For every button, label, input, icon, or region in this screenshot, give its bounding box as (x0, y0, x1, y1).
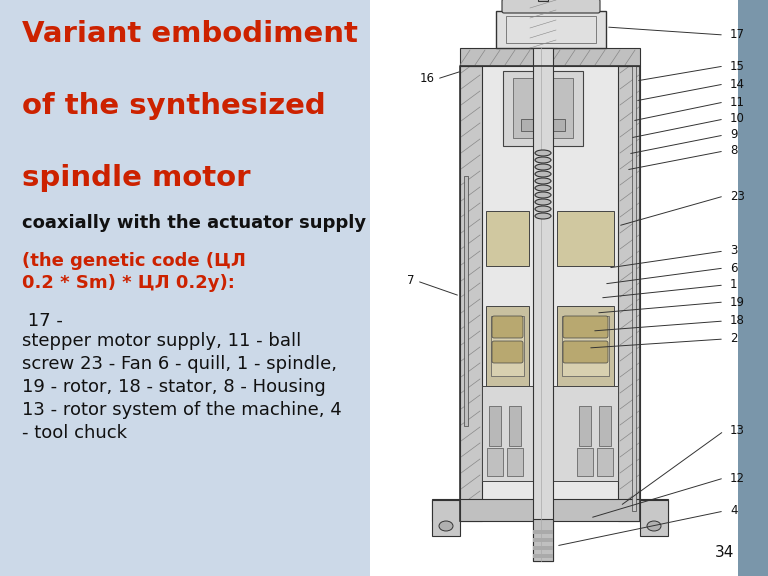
Bar (597, 448, 613, 476)
Bar (509, 406, 521, 446)
Text: 8: 8 (730, 145, 737, 157)
Bar (533, 48, 553, 561)
Bar (521, 119, 539, 131)
Text: 16: 16 (420, 73, 435, 85)
Text: stepper motor supply, 11 - ball
screw 23 - Fan 6 - quill, 1 - spindle,
19 - roto: stepper motor supply, 11 - ball screw 23… (22, 332, 342, 442)
Ellipse shape (535, 178, 551, 184)
Bar (533, 530, 553, 534)
Ellipse shape (535, 185, 551, 191)
Bar (460, 48, 640, 66)
Bar (538, 0, 548, 1)
Bar (513, 78, 573, 138)
Text: 6: 6 (730, 262, 737, 275)
Text: 11: 11 (730, 96, 745, 108)
Bar (618, 66, 640, 521)
Ellipse shape (535, 171, 551, 177)
Bar (460, 66, 482, 521)
Bar (738, 0, 768, 576)
FancyBboxPatch shape (502, 0, 600, 13)
Text: 18: 18 (730, 314, 745, 328)
Text: 4: 4 (730, 505, 737, 517)
Bar (577, 448, 593, 476)
Text: 2: 2 (730, 332, 737, 346)
FancyBboxPatch shape (492, 316, 523, 338)
Text: 17 -: 17 - (22, 312, 63, 330)
Text: 3: 3 (730, 244, 737, 257)
Bar (506, 16, 596, 43)
Bar (464, 176, 468, 426)
Ellipse shape (535, 192, 551, 198)
Ellipse shape (535, 157, 551, 163)
Bar (533, 546, 553, 550)
Ellipse shape (535, 206, 551, 212)
Text: 12: 12 (730, 472, 745, 484)
Bar (503, 71, 583, 146)
Bar (486, 211, 529, 266)
FancyBboxPatch shape (563, 316, 608, 338)
Text: 19: 19 (730, 295, 745, 309)
Text: Variant embodiment: Variant embodiment (22, 20, 358, 48)
Bar (496, 11, 606, 48)
Text: of the synthesized: of the synthesized (22, 92, 326, 120)
Text: (the genetic code (ЦЛ
0.2 * Sm) * ЦЛ 0.2y):: (the genetic code (ЦЛ 0.2 * Sm) * ЦЛ 0.2… (22, 252, 246, 292)
Text: 34: 34 (715, 545, 734, 560)
Text: 9: 9 (730, 128, 737, 142)
Bar (579, 406, 591, 446)
Text: 17: 17 (730, 28, 745, 41)
Text: 7: 7 (408, 275, 415, 287)
Bar (507, 448, 523, 476)
Text: 23: 23 (730, 190, 745, 203)
Text: 15: 15 (730, 59, 745, 73)
Text: coaxially with the actuator supply: coaxially with the actuator supply (22, 214, 366, 232)
Bar (432, 499, 668, 521)
Text: 10: 10 (730, 112, 745, 126)
Bar (370, 0, 738, 576)
Bar (557, 211, 614, 266)
Bar (489, 406, 501, 446)
Ellipse shape (535, 213, 551, 219)
Bar (533, 538, 553, 542)
Ellipse shape (647, 521, 661, 531)
Bar (432, 500, 460, 536)
Ellipse shape (535, 150, 551, 156)
Bar (547, 119, 565, 131)
Bar (599, 406, 611, 446)
Ellipse shape (439, 521, 453, 531)
Bar (533, 519, 553, 561)
Bar (487, 448, 503, 476)
Bar (486, 306, 529, 386)
Text: 13: 13 (730, 425, 745, 438)
Ellipse shape (535, 164, 551, 170)
FancyBboxPatch shape (492, 341, 523, 363)
Text: 14: 14 (730, 78, 745, 90)
Ellipse shape (535, 199, 551, 205)
Text: spindle motor: spindle motor (22, 164, 250, 192)
FancyBboxPatch shape (563, 341, 608, 363)
Bar (491, 316, 524, 376)
Bar (557, 306, 614, 386)
Bar (482, 386, 618, 481)
Bar (640, 500, 668, 536)
Text: 1: 1 (730, 279, 737, 291)
Bar (482, 66, 618, 521)
Bar (632, 66, 636, 511)
Bar (562, 316, 609, 376)
Bar (533, 554, 553, 558)
